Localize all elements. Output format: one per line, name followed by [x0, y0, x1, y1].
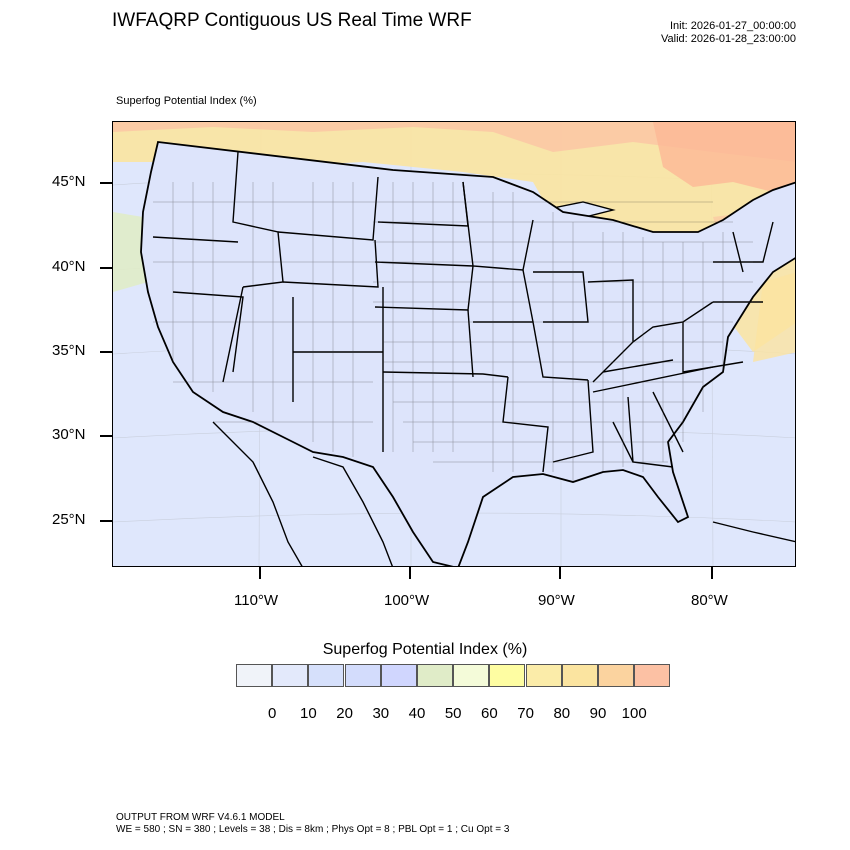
mexico-border	[312, 456, 393, 566]
chart-title: IWFAQRP Contiguous US Real Time WRF	[112, 10, 472, 31]
valid-time: Valid: 2026-01-28_23:00:00	[661, 33, 796, 45]
lat-label: 30°N	[52, 426, 86, 443]
colorbar-swatch	[308, 664, 345, 687]
footer-line-2: WE = 580 ; SN = 380 ; Levels = 38 ; Dis …	[116, 824, 510, 835]
lat-tick	[100, 182, 112, 184]
colorbar-swatch	[525, 664, 562, 687]
colorbar-swatch	[236, 664, 272, 687]
colorbar-label: 20	[336, 705, 353, 722]
colorbar-swatch	[417, 664, 453, 687]
field-subtitle: Superfog Potential Index (%)	[116, 95, 257, 107]
us-map	[113, 122, 795, 566]
run-times: Init: 2026-01-27_00:00:00 Valid: 2026-01…	[661, 20, 796, 46]
colorbar-swatch	[561, 664, 598, 687]
lat-label: 35°N	[52, 342, 86, 359]
lat-tick	[100, 351, 112, 353]
colorbar-swatch	[344, 664, 381, 687]
lat-tick	[100, 267, 112, 269]
lat-tick	[100, 520, 112, 522]
colorbar-swatch	[272, 664, 309, 687]
colorbar-label: 90	[589, 705, 607, 722]
colorbar-label: 0	[268, 705, 277, 722]
colorbar-title: Superfog Potential Index (%)	[322, 641, 528, 658]
lon-label: 80°W	[691, 592, 728, 609]
colorbar-swatch	[453, 664, 490, 687]
atlantic-field	[753, 272, 795, 362]
lat-label: 45°N	[52, 173, 86, 190]
lon-tick	[559, 567, 561, 579]
lon-label: 110°W	[234, 592, 279, 609]
pacific-green-field	[113, 212, 148, 292]
colorbar-swatch	[380, 664, 417, 687]
footer-line-1: OUTPUT FROM WRF V4.6.1 MODEL	[116, 812, 285, 823]
lon-tick	[711, 567, 713, 579]
baja-coast	[212, 421, 303, 566]
lon-tick	[259, 567, 261, 579]
colorbar-swatch	[489, 664, 526, 687]
colorbar-label: 40	[408, 705, 426, 722]
cuba-coast	[712, 521, 795, 543]
colorbar-label: 100	[621, 705, 647, 722]
lon-tick	[409, 567, 411, 579]
lat-tick	[100, 435, 112, 437]
lat-label: 25°N	[52, 511, 86, 528]
colorbar-label: 80	[553, 705, 571, 722]
init-time: Init: 2026-01-27_00:00:00	[670, 20, 796, 32]
colorbar-label: 60	[481, 705, 498, 722]
colorbar-swatch	[634, 664, 671, 687]
lat-label: 40°N	[52, 258, 86, 275]
colorbar-label: 30	[372, 705, 390, 722]
colorbar-label: 70	[517, 705, 534, 722]
map-panel	[112, 121, 796, 567]
lon-label: 100°W	[384, 592, 430, 609]
colorbar-label: 10	[300, 705, 317, 722]
colorbar-label: 50	[444, 705, 462, 722]
lon-label: 90°W	[538, 592, 575, 609]
county-lines	[153, 182, 753, 482]
colorbar-swatch	[598, 664, 634, 687]
model-footer: OUTPUT FROM WRF V4.6.1 MODEL WE = 580 ; …	[116, 812, 509, 836]
quebec-field	[653, 122, 795, 197]
canada-high-field	[113, 122, 795, 162]
